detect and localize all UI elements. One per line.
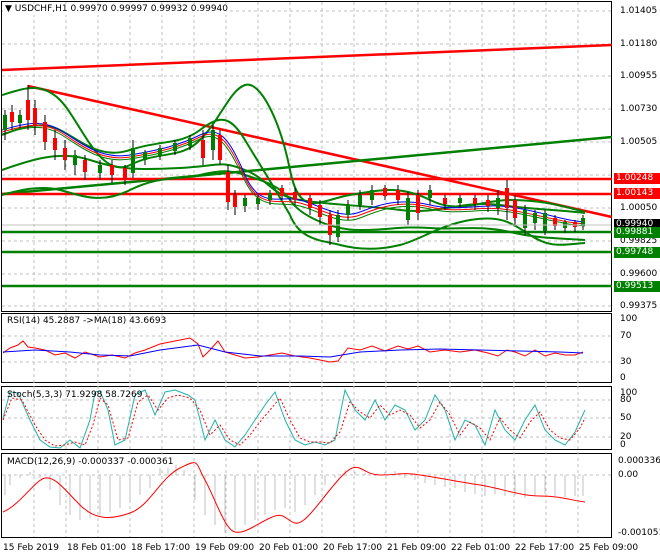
grid-horizontal — [2, 10, 611, 476]
moving-averages — [1, 122, 586, 227]
macd-tick: 0.000336 — [618, 456, 660, 466]
stoch-tick: 0 — [620, 440, 626, 450]
rsi-tick: 100 — [620, 314, 638, 324]
time-tick: 22 Feb 01:00 — [451, 543, 511, 553]
symbol-header: ▼ USDCHF,H1 0.99970 0.99997 0.99932 0.99… — [3, 4, 230, 15]
macd-histogram — [4, 460, 584, 533]
resistance-trendline-upper — [1, 43, 613, 72]
rsi-tick: 30 — [620, 357, 632, 367]
time-tick: 19 Feb 09:00 — [195, 543, 255, 553]
low-price: 0.99932 — [150, 4, 188, 14]
time-tick: 25 Feb 09:00 — [579, 543, 639, 553]
close-price: 0.99940 — [190, 4, 228, 14]
open-price: 0.99970 — [70, 4, 108, 14]
grid-vertical — [33, 2, 579, 537]
macd-signal-line — [2, 462, 586, 533]
price-tag-support-1: 0.99881 — [614, 227, 660, 238]
price-tag-resistance-1: 1.00248 — [614, 173, 660, 184]
price-tag-bid: 0.99940 — [614, 219, 660, 230]
time-tick: 22 Feb 17:00 — [515, 543, 575, 553]
time-tick: 20 Feb 01:00 — [259, 543, 319, 553]
price-tag-resistance-2: 1.00143 — [614, 188, 660, 199]
stoch-lines — [2, 388, 586, 449]
time-tick: 15 Feb 2019 — [3, 543, 60, 553]
price-tick: 0.99825 — [620, 236, 658, 246]
stoch-label: Stoch(5,3,3) 71.9298 58.7269 — [7, 390, 143, 400]
price-tag-support-2: 0.99748 — [614, 247, 660, 258]
price-levels — [1, 43, 613, 288]
stoch-tick: 50 — [620, 413, 632, 423]
rsi-label: RSI(14) 45.2887 ->MA(18) 43.6693 — [5, 316, 169, 327]
time-tick: 18 Feb 17:00 — [131, 543, 191, 553]
candles — [3, 85, 585, 245]
symbol-name: USDCHF,H1 — [14, 4, 68, 14]
price-tick: 1.00505 — [620, 137, 658, 147]
price-tick: 1.00730 — [620, 104, 658, 114]
price-tag-support-3: 0.99513 — [614, 281, 660, 292]
price-tick: 0.99375 — [620, 301, 658, 311]
time-tick: 20 Feb 17:00 — [323, 543, 383, 553]
price-tick: 0.99600 — [620, 269, 658, 279]
panel-frames — [1, 1, 612, 538]
rsi-lines — [2, 337, 584, 363]
rsi-tick: 0 — [620, 373, 626, 383]
support-trendline-up — [1, 135, 613, 196]
time-tick: 18 Feb 01:00 — [67, 543, 127, 553]
price-tick: 1.00050 — [620, 203, 658, 213]
stoch-tick: 20 — [620, 432, 632, 442]
price-tick: 1.01180 — [620, 39, 658, 49]
macd-tick: 0.00 — [618, 470, 639, 480]
dropdown-triangle-icon[interactable]: ▼ — [5, 4, 12, 14]
resistance-trendline-down — [27, 84, 613, 219]
time-tick: 21 Feb 09:00 — [387, 543, 447, 553]
stoch-tick: 100 — [620, 388, 638, 398]
macd-tick: -0.001051 — [618, 528, 660, 538]
stoch-tick: 80 — [620, 395, 632, 405]
price-tick: 1.01405 — [620, 6, 658, 16]
rsi-tick: 70 — [620, 331, 632, 341]
macd-label: MACD(12,26,9) -0.000337 -0.000361 — [5, 457, 176, 468]
high-price: 0.99997 — [110, 4, 148, 14]
price-tick: 1.00955 — [620, 71, 658, 81]
